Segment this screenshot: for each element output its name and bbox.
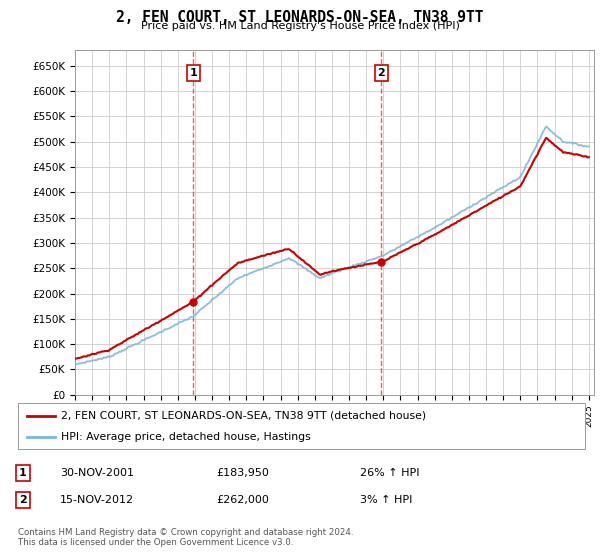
Text: 2, FEN COURT, ST LEONARDS-ON-SEA, TN38 9TT (detached house): 2, FEN COURT, ST LEONARDS-ON-SEA, TN38 9… <box>61 410 425 421</box>
Text: 30-NOV-2001: 30-NOV-2001 <box>60 468 134 478</box>
Text: 26% ↑ HPI: 26% ↑ HPI <box>360 468 419 478</box>
Text: 2, FEN COURT, ST LEONARDS-ON-SEA, TN38 9TT: 2, FEN COURT, ST LEONARDS-ON-SEA, TN38 9… <box>116 10 484 25</box>
Text: 1: 1 <box>19 468 26 478</box>
Text: Contains HM Land Registry data © Crown copyright and database right 2024.
This d: Contains HM Land Registry data © Crown c… <box>18 528 353 548</box>
Text: £183,950: £183,950 <box>216 468 269 478</box>
Text: Price paid vs. HM Land Registry's House Price Index (HPI): Price paid vs. HM Land Registry's House … <box>140 21 460 31</box>
Text: HPI: Average price, detached house, Hastings: HPI: Average price, detached house, Hast… <box>61 432 310 442</box>
Text: 15-NOV-2012: 15-NOV-2012 <box>60 495 134 505</box>
Text: 2: 2 <box>377 68 385 78</box>
Text: 1: 1 <box>190 68 197 78</box>
Text: 2: 2 <box>19 495 26 505</box>
Text: 3% ↑ HPI: 3% ↑ HPI <box>360 495 412 505</box>
Text: £262,000: £262,000 <box>216 495 269 505</box>
